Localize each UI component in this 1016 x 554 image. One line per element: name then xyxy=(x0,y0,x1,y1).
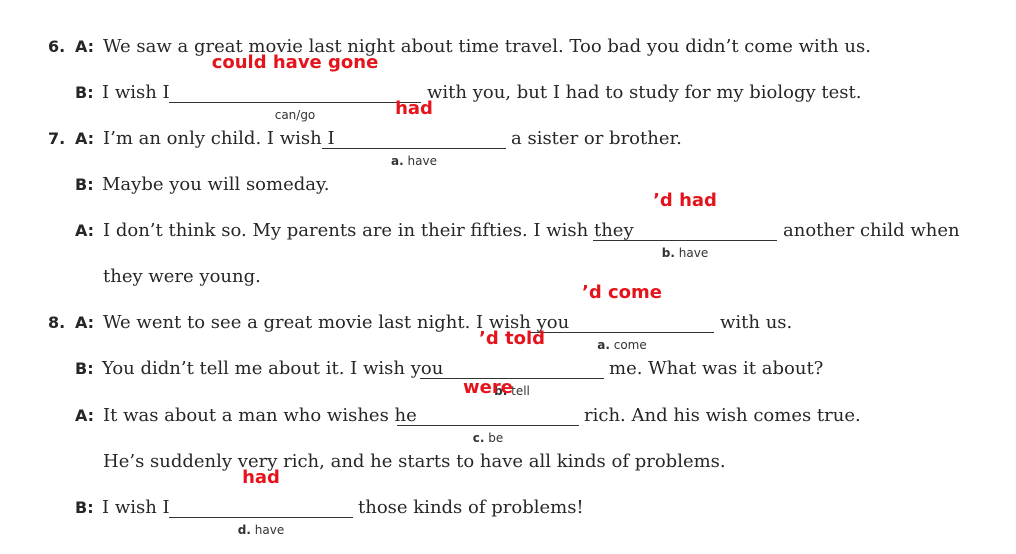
q8-number: 8. xyxy=(48,313,66,332)
q8-a2-cont: He’s suddenly very rich, and he starts t… xyxy=(103,451,726,472)
q7-a1-cue: a. have xyxy=(391,154,437,168)
q7-a1-answer: had xyxy=(395,98,433,119)
q8-a2-answer: were xyxy=(463,377,513,398)
q8-speaker-b2: B: xyxy=(75,498,94,517)
blank-line xyxy=(169,517,353,518)
q8-a1-answer: ’d come xyxy=(582,282,662,303)
q7-a2-cont: they were young. xyxy=(103,266,261,287)
q8-a2-before: It was about a man who wishes he xyxy=(103,405,417,426)
q7-a2-answer: ’d had xyxy=(653,190,717,211)
q8-b2-answer: had xyxy=(242,467,280,488)
q7-a2-cue: b. have xyxy=(661,246,709,260)
q7-speaker-a: A: xyxy=(75,129,95,148)
q7-speaker-b: B: xyxy=(75,175,94,194)
blank-line xyxy=(169,102,421,103)
q7-a2-before: I don’t think so. My parents are in thei… xyxy=(103,220,634,241)
q8-a2-answer-blank[interactable]: were c. be xyxy=(397,377,579,445)
q6-number: 6. xyxy=(48,37,66,56)
q8-b1-answer: ’d told xyxy=(478,328,545,349)
q8-b2-cue: d. have xyxy=(237,523,285,537)
blank-line xyxy=(397,425,579,426)
blank-line xyxy=(530,332,714,333)
q7-b-text: Maybe you will someday. xyxy=(102,174,330,195)
q8-speaker-a2: A: xyxy=(75,406,95,425)
q8-b2-after: those kinds of problems! xyxy=(358,497,584,518)
q8-b1-cue: b. tell xyxy=(494,384,530,398)
q8-b1-after: me. What was it about? xyxy=(609,358,824,379)
q7-speaker-a2: A: xyxy=(75,221,95,240)
q6-speaker-a: A: xyxy=(75,37,95,56)
q7-a1-answer-blank[interactable]: had a. have xyxy=(322,98,506,168)
q8-a1-answer-blank[interactable]: ’d come a. come xyxy=(530,282,714,352)
q8-a1-cue: a. come xyxy=(597,338,647,352)
q7-number: 7. xyxy=(48,129,66,148)
q8-b1-before: You didn’t tell me about it. I wish you xyxy=(102,358,444,379)
q6-answer: could have gone xyxy=(211,52,379,73)
q7-a1-before: I’m an only child. I wish I xyxy=(103,128,335,149)
q8-a1-before: We went to see a great movie last night.… xyxy=(103,312,570,333)
q7-a2-answer-blank[interactable]: ’d had b. have xyxy=(593,190,777,260)
q8-b2-answer-blank[interactable]: had d. have xyxy=(169,467,353,537)
q8-b2-before: I wish I xyxy=(102,497,170,518)
q6-cue: can/go xyxy=(274,108,316,122)
q7-a2-after: another child when xyxy=(783,220,960,241)
q6-speaker-b: B: xyxy=(75,83,94,102)
q8-a1-after: with us. xyxy=(720,312,793,333)
q8-a2-cue: c. be xyxy=(472,431,504,445)
q8-speaker-a: A: xyxy=(75,313,95,332)
q8-b1-answer-blank[interactable]: ’d told b. tell xyxy=(420,328,604,398)
blank-line xyxy=(593,240,777,241)
q7-a1-after: a sister or brother. xyxy=(511,128,682,149)
q6-a-text: We saw a great movie last night about ti… xyxy=(103,36,871,57)
blank-line xyxy=(322,148,506,149)
q8-a2-after: rich. And his wish comes true. xyxy=(584,405,861,426)
q6-b-after: with you, but I had to study for my biol… xyxy=(427,82,862,103)
q8-speaker-b: B: xyxy=(75,359,94,378)
blank-line xyxy=(420,378,604,379)
q6-answer-blank[interactable]: could have gone can/go xyxy=(169,52,421,122)
q6-b-before: I wish I xyxy=(102,82,170,103)
